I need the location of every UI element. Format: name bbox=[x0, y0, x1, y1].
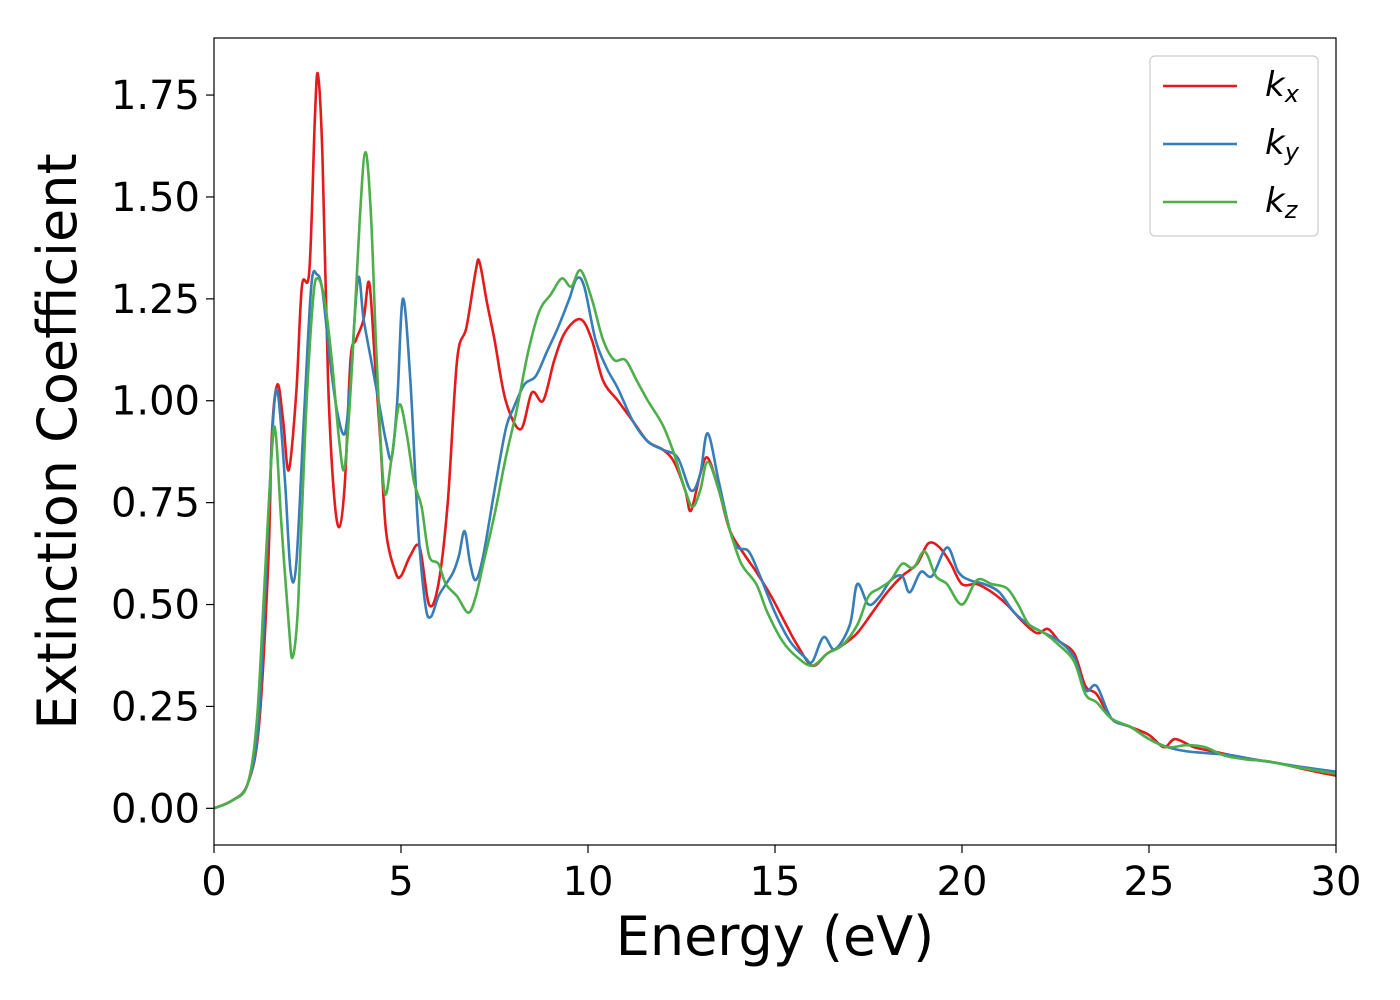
y-tick-label: 0.75 bbox=[111, 481, 200, 527]
y-tick-label: 0.00 bbox=[111, 786, 200, 832]
series-line-z bbox=[214, 150, 1336, 810]
y-tick-label: 1.50 bbox=[111, 175, 200, 221]
x-tick-label: 20 bbox=[937, 859, 988, 905]
legend-label-x: kx bbox=[1265, 65, 1300, 108]
x-axis-label: Energy (eV) bbox=[616, 905, 935, 968]
legend-box bbox=[1149, 55, 1319, 237]
y-tick-label: 1.75 bbox=[111, 73, 200, 119]
x-tick-label: 10 bbox=[563, 859, 614, 905]
legend: kx ky kz bbox=[1149, 55, 1319, 237]
y-tick-label: 0.50 bbox=[111, 583, 200, 629]
x-tick-label: 15 bbox=[750, 859, 801, 905]
y-axis-label: Extinction Coefficient bbox=[26, 153, 89, 729]
x-tick-label: 5 bbox=[388, 859, 413, 905]
y-tick-label: 1.00 bbox=[111, 379, 200, 425]
series-line-y bbox=[214, 269, 1336, 810]
series-lines bbox=[214, 71, 1336, 810]
x-tick-label: 0 bbox=[201, 859, 226, 905]
y-tick-label: 0.25 bbox=[111, 684, 200, 730]
series-line-x bbox=[214, 71, 1336, 810]
y-tick-label: 1.25 bbox=[111, 277, 200, 323]
x-tick-label: 30 bbox=[1311, 859, 1362, 905]
legend-label-z: kz bbox=[1265, 181, 1299, 224]
axis-ticks: 0 5 10 15 20 25 30 0.00 0.25 0.50 0.75 1.00 1.25 1.50… bbox=[111, 73, 1362, 905]
legend-label-y: ky bbox=[1265, 123, 1300, 166]
x-tick-label: 25 bbox=[1124, 859, 1175, 905]
